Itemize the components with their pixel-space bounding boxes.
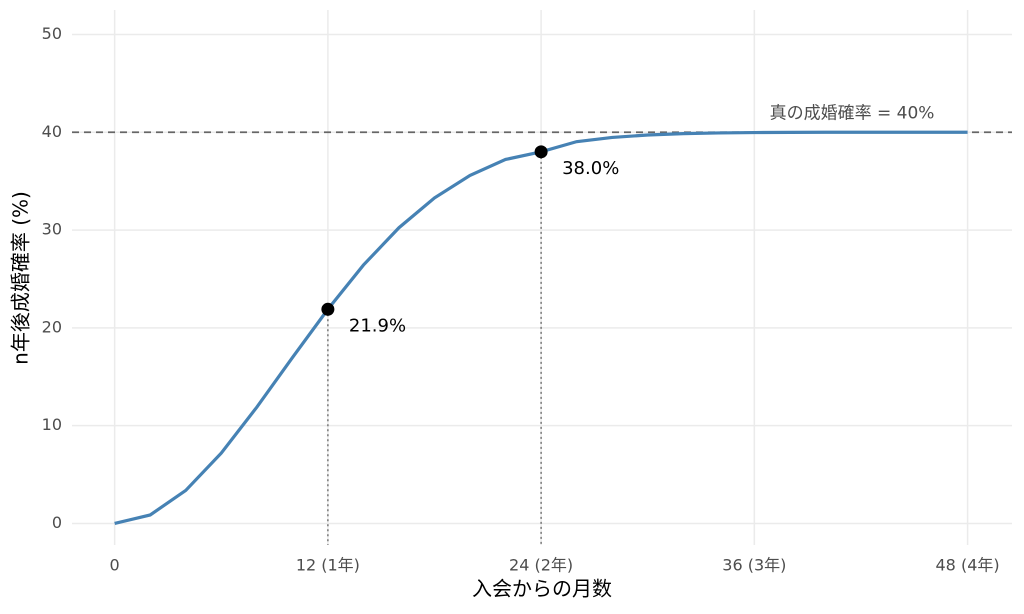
value-label: 21.9%	[349, 315, 406, 336]
x-tick-label: 0	[110, 556, 120, 575]
x-tick-label: 36 (3年)	[722, 556, 786, 575]
reference-label: 真の成婚確率 = 40%	[770, 103, 935, 123]
y-tick-label: 30	[42, 220, 62, 239]
y-tick-label: 0	[52, 513, 62, 532]
highlight-point	[534, 145, 548, 159]
x-tick-label: 48 (4年)	[936, 556, 1000, 575]
highlight-point	[321, 302, 335, 316]
y-tick-label: 50	[42, 24, 62, 43]
value-label: 38.0%	[562, 158, 619, 179]
y-tick-label: 10	[42, 415, 62, 434]
y-tick-label: 20	[42, 317, 62, 336]
x-tick-label: 12 (1年)	[296, 556, 360, 575]
y-tick-label: 40	[42, 122, 62, 141]
y-axis-label: n年後成婚確率 (%)	[9, 191, 33, 365]
x-tick-label: 24 (2年)	[509, 556, 573, 575]
x-axis-label: 入会からの月数	[472, 577, 612, 601]
